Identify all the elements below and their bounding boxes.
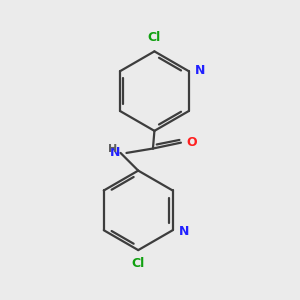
Text: H: H <box>108 144 118 154</box>
Text: Cl: Cl <box>148 31 161 44</box>
Text: N: N <box>195 64 206 77</box>
Text: N: N <box>179 225 190 238</box>
Text: N: N <box>110 146 121 159</box>
Text: O: O <box>186 136 197 148</box>
Text: Cl: Cl <box>132 257 145 271</box>
